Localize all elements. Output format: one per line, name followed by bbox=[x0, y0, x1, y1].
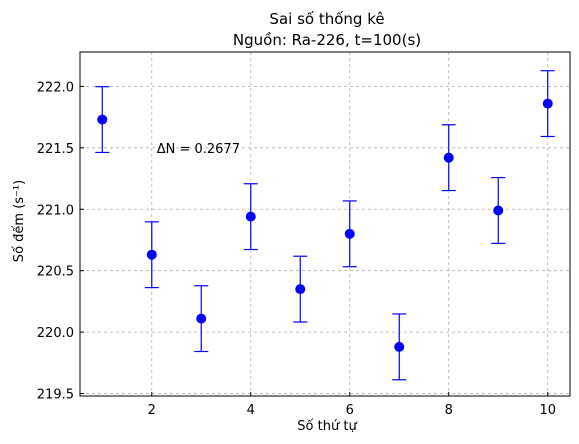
data-point bbox=[344, 228, 355, 239]
data-point bbox=[493, 205, 504, 216]
x-ticks: 2 4 6 8 10 bbox=[148, 392, 556, 418]
data-point bbox=[146, 249, 157, 260]
data-point bbox=[394, 341, 405, 352]
x-axis-label: Số thứ tự bbox=[297, 419, 357, 434]
y-axis-label: Số đếm (s⁻¹) bbox=[12, 180, 27, 262]
chart-subtitle: Nguồn: Ra-226, t=100(s) bbox=[233, 31, 421, 49]
data-point bbox=[196, 313, 207, 324]
x-tick-label: 4 bbox=[247, 403, 255, 418]
x-tick-label: 6 bbox=[346, 403, 354, 418]
y-tick-label: 220.5 bbox=[37, 265, 74, 280]
x-tick-label: 2 bbox=[148, 403, 156, 418]
y-tick-label: 220.0 bbox=[37, 326, 74, 341]
plot-frame bbox=[79, 51, 571, 397]
data-points bbox=[97, 98, 553, 352]
data-point bbox=[443, 152, 454, 163]
y-tick-label: 221.0 bbox=[37, 203, 74, 218]
x-tick-label: 8 bbox=[445, 403, 453, 418]
data-point bbox=[245, 211, 256, 222]
chart-title: Sai số thống kê bbox=[269, 10, 384, 28]
data-point bbox=[295, 284, 306, 295]
grid bbox=[80, 52, 570, 396]
data-point bbox=[97, 114, 108, 125]
y-ticks: 219.5 220.0 220.5 221.0 221.5 222.0 bbox=[37, 80, 84, 403]
y-tick-label: 222.0 bbox=[37, 80, 74, 95]
error-bars bbox=[95, 70, 555, 381]
delta-n-annotation: ΔN = 0.2677 bbox=[157, 142, 240, 157]
y-tick-label: 221.5 bbox=[37, 142, 74, 157]
y-tick-label: 219.5 bbox=[37, 388, 74, 403]
data-point bbox=[542, 98, 553, 109]
x-tick-label: 10 bbox=[539, 403, 556, 418]
